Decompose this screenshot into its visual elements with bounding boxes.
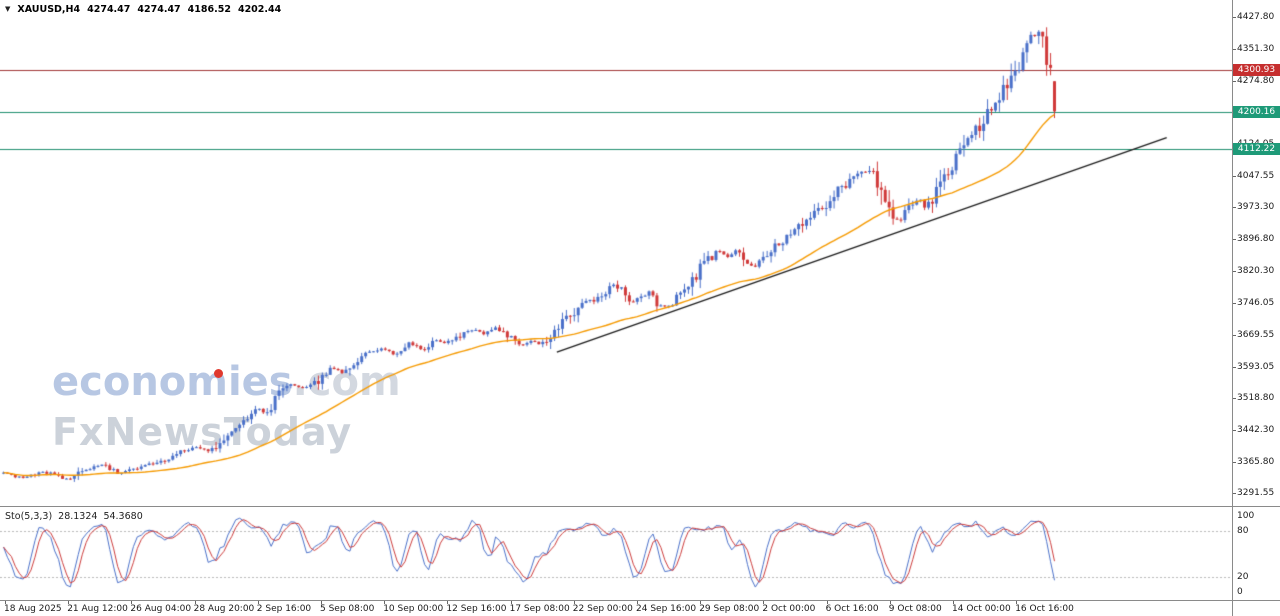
time-axis-label: 14 Oct 00:00	[952, 604, 1011, 614]
price-axis-tickmark	[1233, 239, 1236, 240]
time-axis-tickmark	[510, 601, 512, 604]
time-axis-label: 2 Sep 16:00	[256, 604, 312, 614]
price-axis-tick-label: 3593.05	[1237, 361, 1275, 372]
price-axis-tickmark	[1233, 335, 1236, 336]
indicator-name: Sto(5,3,3)	[5, 511, 53, 522]
price-level-tag: 4112.22	[1233, 143, 1280, 156]
price-axis-tickmark	[1233, 207, 1236, 208]
price-axis-tickmark	[1233, 17, 1236, 18]
price-axis-tickmark	[1233, 176, 1236, 177]
time-axis-tickmark	[194, 601, 196, 604]
time-axis-label: 18 Aug 2025	[4, 604, 62, 614]
time-axis[interactable]: 18 Aug 2025 21 Aug 12:00 26 Aug 04:00 28 Au…	[0, 601, 1232, 616]
price-axis-tick-label: 3973.30	[1237, 202, 1275, 213]
indicator-timeaxis-divider	[0, 600, 1280, 601]
time-axis-label: 10 Sep 00:00	[383, 604, 444, 614]
price-axis-tickmark	[1233, 493, 1236, 494]
indicator-value-signal: 54.3680	[103, 511, 143, 522]
time-axis-tickmark	[700, 601, 702, 604]
price-axis-tick-label: 4351.30	[1237, 44, 1275, 55]
indicator-axis-label: 100	[1237, 511, 1255, 521]
time-axis-tickmark	[5, 601, 6, 604]
time-axis-tickmark	[447, 601, 449, 604]
price-axis-tick-label: 3365.80	[1237, 456, 1275, 467]
price-level-tag: 4200.16	[1233, 106, 1280, 119]
time-axis-tickmark	[1016, 601, 1018, 604]
indicator-axis[interactable]: 100 80 20 0	[1233, 507, 1280, 600]
stochastic-indicator-canvas[interactable]	[0, 507, 1232, 600]
price-axis-tick-label: 3291.55	[1237, 488, 1275, 498]
time-axis-tickmark	[384, 601, 386, 604]
time-axis-label: 12 Sep 16:00	[446, 604, 507, 614]
time-axis-tickmark	[637, 601, 638, 604]
time-axis-label: 5 Sep 08:00	[320, 604, 375, 614]
time-axis-label: 9 Oct 08:00	[888, 604, 942, 614]
time-axis-label: 29 Sep 08:00	[699, 604, 760, 614]
quote-bar: ▼ XAUUSD,H4 4274.47 4274.47 4186.52 4202…	[5, 4, 281, 15]
symbol-dropdown-icon[interactable]: ▼	[5, 4, 11, 13]
price-axis-tickmark	[1233, 303, 1236, 304]
time-axis-label: 17 Sep 08:00	[509, 604, 570, 614]
time-axis-tickmark	[889, 601, 891, 604]
price-axis-tickmark	[1233, 430, 1236, 431]
price-axis-tick-label: 3820.30	[1237, 266, 1275, 277]
price-axis-tick-label: 4427.80	[1237, 12, 1275, 22]
quote-low: 4186.52	[187, 4, 231, 15]
time-axis-label: 21 Aug 12:00	[67, 604, 128, 614]
time-axis-tickmark	[257, 601, 259, 604]
time-axis-tickmark	[763, 601, 765, 604]
time-axis-tickmark	[953, 601, 954, 604]
time-axis-label: 28 Aug 20:00	[193, 604, 255, 614]
price-axis-tickmark	[1233, 49, 1236, 50]
price-axis-tickmark	[1233, 462, 1236, 463]
indicator-axis-label: 20	[1237, 571, 1249, 582]
price-axis-tick-label: 3896.80	[1237, 234, 1275, 245]
price-axis-tick-label: 4047.55	[1237, 171, 1275, 182]
indicator-axis-label: 0	[1237, 587, 1243, 597]
quote-high: 4274.47	[137, 4, 181, 15]
price-axis-tick-label: 3669.55	[1237, 329, 1275, 340]
price-axis-tickmark	[1233, 81, 1236, 82]
time-axis-label: 22 Sep 00:00	[572, 604, 633, 614]
price-axis[interactable]: 4427.804351.304274.804124.054047.553973.…	[1233, 0, 1280, 506]
price-axis-tickmark	[1233, 367, 1236, 368]
price-axis-divider	[1232, 0, 1233, 616]
time-axis-label: 24 Sep 16:00	[636, 604, 697, 614]
time-axis-tickmark	[68, 601, 70, 604]
price-axis-tick-label: 3518.80	[1237, 392, 1275, 403]
price-axis-tickmark	[1233, 398, 1236, 399]
price-level-tag: 4300.93	[1233, 64, 1280, 77]
time-axis-label: 16 Oct 16:00	[1015, 604, 1074, 614]
indicator-value-main: 28.1324	[58, 511, 98, 522]
quote-symbol: XAUUSD,H4	[17, 4, 81, 15]
time-axis-tickmark	[826, 601, 828, 604]
time-axis-tickmark	[321, 601, 322, 604]
time-axis-tickmark	[573, 601, 575, 604]
indicator-axis-label: 80	[1237, 526, 1249, 537]
indicator-label: Sto(5,3,3) 28.1324 54.3680	[5, 511, 143, 522]
time-axis-label: 2 Oct 00:00	[762, 604, 816, 614]
price-axis-tickmark	[1233, 271, 1236, 272]
price-axis-tick-label: 3746.05	[1237, 297, 1275, 308]
price-axis-tick-label: 4274.80	[1237, 76, 1275, 87]
time-axis-label: 26 Aug 04:00	[130, 604, 192, 614]
chart-indicator-divider	[0, 506, 1280, 507]
price-chart-canvas[interactable]	[0, 0, 1232, 506]
quote-open: 4274.47	[87, 4, 131, 15]
time-axis-label: 6 Oct 16:00	[825, 604, 879, 614]
quote-close: 4202.44	[237, 4, 282, 15]
time-axis-tickmark	[131, 601, 133, 604]
price-axis-tick-label: 3442.30	[1237, 424, 1275, 435]
